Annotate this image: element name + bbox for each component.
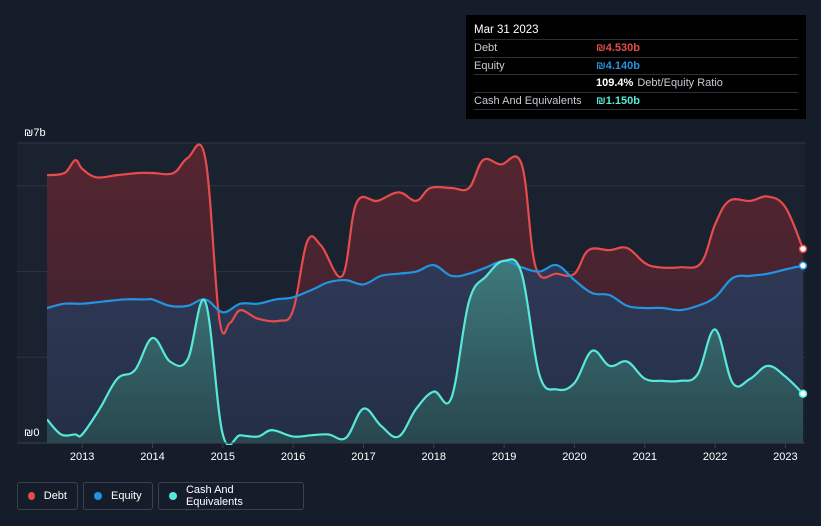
x-tick-label: 2014: [140, 451, 164, 463]
legend-label: Cash And Equivalents: [185, 484, 243, 508]
tooltip-cash-value: ₪1.150b: [596, 94, 640, 107]
x-tick-label: 2015: [211, 451, 235, 463]
x-tick-label: 2018: [422, 451, 446, 463]
tooltip-label: Equity: [474, 59, 505, 72]
cash-line: [47, 258, 804, 445]
tooltip-equity-value: ₪4.140b: [596, 59, 640, 72]
tooltip-row-ratio: 109.4% Debt/Equity Ratio: [474, 75, 798, 93]
x-tick-label: 2016: [281, 451, 305, 463]
legend-item-equity[interactable]: Equity: [83, 482, 153, 510]
tooltip-ratio-caption: Debt/Equity Ratio: [637, 77, 723, 89]
equity-legend-dot-icon: [94, 492, 102, 500]
legend-label: Equity: [111, 490, 142, 502]
cash-area: [47, 259, 803, 445]
debt-legend-dot-icon: [28, 492, 35, 500]
tooltip-row-debt: Debt ₪4.530b: [474, 40, 798, 58]
tooltip-label: Cash And Equivalents: [474, 94, 582, 107]
legend-item-debt[interactable]: Debt: [17, 482, 78, 510]
cash-end-marker: [798, 389, 808, 398]
y-tick-label-bottom: ₪0: [24, 427, 39, 439]
tooltip-panel: Mar 31 2023 Debt ₪4.530b Equity ₪4.140b …: [466, 15, 806, 119]
series-lines: [47, 143, 805, 445]
tooltip-ratio-value: 109.4%: [596, 77, 634, 89]
equity-line: [47, 259, 804, 314]
cash-legend-dot-icon: [169, 492, 177, 500]
debt-line: [47, 143, 805, 335]
x-tick-label: 2022: [703, 451, 727, 463]
tooltip-row-equity: Equity ₪4.140b: [474, 58, 798, 75]
x-axis: 2013 2014 2015 2016 2017 2018 2019 2020 2021 2022…: [70, 443, 798, 463]
x-tick-label: 2021: [633, 451, 657, 463]
x-tick-label: 2017: [351, 451, 375, 463]
legend-label: Debt: [43, 490, 67, 502]
legend-item-cash[interactable]: Cash And Equivalents: [158, 482, 304, 510]
tooltip-date: Mar 31 2023: [474, 21, 798, 40]
tooltip-row-cash: Cash And Equivalents ₪1.150b: [474, 93, 798, 110]
equity-end-marker: [798, 261, 808, 270]
x-tick-label: 2020: [562, 451, 586, 463]
y-tick-label-top: ₪7b: [24, 127, 46, 139]
tooltip-debt-value: ₪4.530b: [596, 42, 640, 54]
end-markers: [798, 244, 808, 398]
debt-end-marker: [798, 244, 808, 254]
x-tick-label: 2023: [773, 451, 797, 463]
tooltip-label: Debt: [474, 42, 498, 54]
x-tick-label: 2013: [70, 451, 94, 463]
x-tick-label: 2019: [492, 451, 516, 463]
tooltip-label: [474, 75, 596, 92]
